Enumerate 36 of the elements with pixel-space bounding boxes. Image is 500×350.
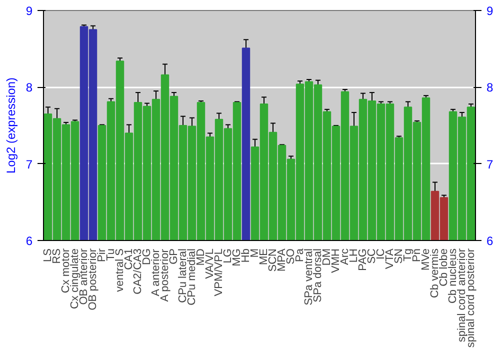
x-tick-label: Pa bbox=[294, 248, 306, 262]
x-tick-label: Cb lobe bbox=[438, 248, 450, 286]
y-tick-label: 9 bbox=[26, 4, 33, 18]
y2-tick-label: 8 bbox=[486, 80, 494, 95]
x-tick-label: SN bbox=[393, 248, 405, 264]
x-tick-label: IC bbox=[375, 248, 387, 260]
x-tick-label: spinal cord anterior bbox=[456, 248, 468, 342]
x-tick-label: CPu medial bbox=[186, 248, 198, 306]
x-tick-label: OB anterior bbox=[78, 248, 90, 305]
x-tick-label: DM bbox=[321, 248, 333, 266]
x-tick-label: Hb bbox=[240, 248, 252, 263]
x-tick-label: spinal cord posterior bbox=[465, 248, 477, 348]
x-tick-label: Cb nucleus bbox=[447, 248, 459, 304]
x-tick-label: Pn bbox=[411, 248, 423, 262]
x-tick-label: SCN bbox=[267, 248, 279, 272]
y-axis-title: Log2 (expression) bbox=[4, 77, 18, 174]
y-tick-label: 8 bbox=[26, 80, 33, 95]
x-tick-label: Tg bbox=[402, 248, 414, 262]
x-tick-label: M bbox=[249, 248, 261, 258]
y2-tick-label: 7 bbox=[486, 157, 494, 172]
y2-tick-label: 6 bbox=[486, 234, 494, 248]
x-tick-label: DG bbox=[141, 248, 153, 265]
x-tick-label: SO bbox=[285, 248, 297, 264]
x-tick-label: VMH bbox=[330, 248, 342, 273]
x-tick-label: A anterior bbox=[150, 248, 162, 296]
y-tick-label: 7 bbox=[26, 157, 33, 172]
y2-tick-label: 9 bbox=[486, 4, 494, 18]
x-tick-label: SPa dorsal bbox=[312, 248, 324, 302]
x-tick-label: A posterior bbox=[159, 248, 171, 302]
x-tick-label: MVe bbox=[420, 248, 432, 271]
x-tick-label: Arc bbox=[339, 248, 351, 265]
x-tick-label: OB posterior bbox=[87, 248, 99, 310]
x-tick-label: Pir bbox=[96, 248, 108, 262]
y-tick-label: 6 bbox=[26, 234, 33, 248]
x-tick-label: GP bbox=[168, 248, 180, 264]
x-tick-label: RS bbox=[51, 248, 63, 264]
